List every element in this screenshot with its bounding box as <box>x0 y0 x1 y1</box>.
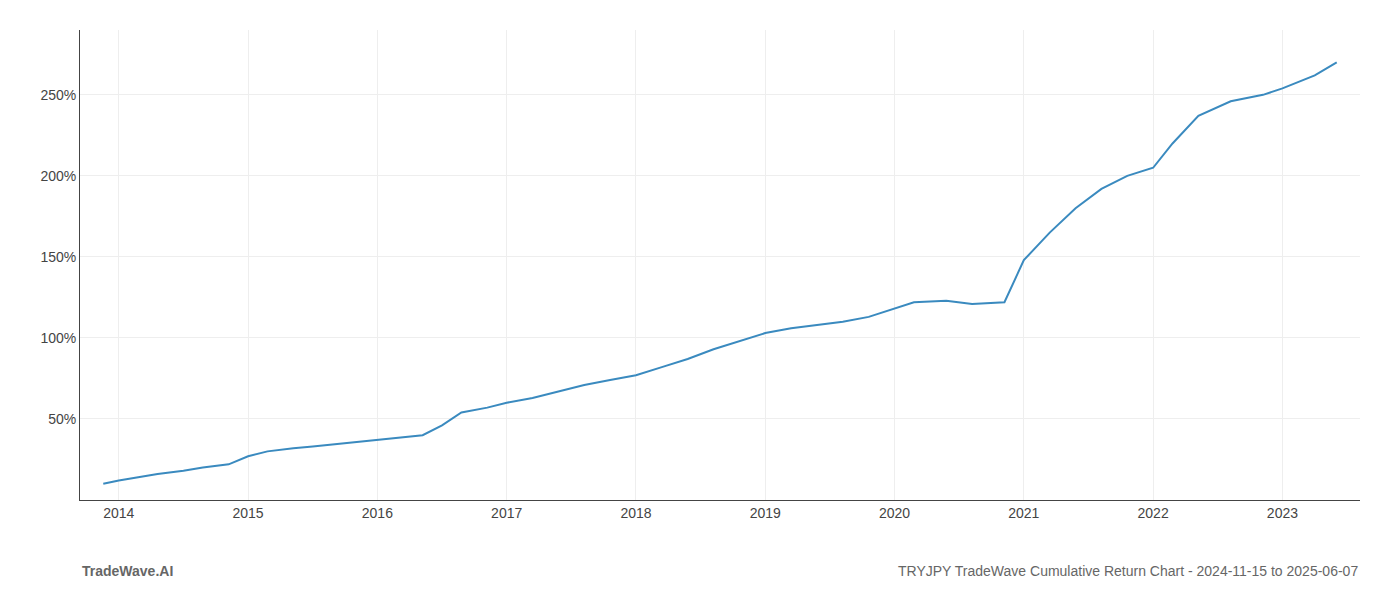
svg-text:2019: 2019 <box>750 505 781 521</box>
svg-text:2014: 2014 <box>103 505 134 521</box>
svg-text:250%: 250% <box>40 87 76 103</box>
svg-text:TRYJPY TradeWave Cumulative Re: TRYJPY TradeWave Cumulative Return Chart… <box>898 563 1358 579</box>
svg-text:150%: 150% <box>40 249 76 265</box>
svg-text:100%: 100% <box>40 330 76 346</box>
svg-text:50%: 50% <box>48 411 76 427</box>
svg-text:200%: 200% <box>40 168 76 184</box>
svg-text:2015: 2015 <box>233 505 264 521</box>
svg-text:2018: 2018 <box>620 505 651 521</box>
svg-text:2021: 2021 <box>1008 505 1039 521</box>
svg-text:TradeWave.AI: TradeWave.AI <box>82 563 173 579</box>
svg-text:2023: 2023 <box>1267 505 1298 521</box>
svg-text:2017: 2017 <box>491 505 522 521</box>
svg-text:2020: 2020 <box>879 505 910 521</box>
svg-text:2022: 2022 <box>1138 505 1169 521</box>
svg-text:2016: 2016 <box>362 505 393 521</box>
